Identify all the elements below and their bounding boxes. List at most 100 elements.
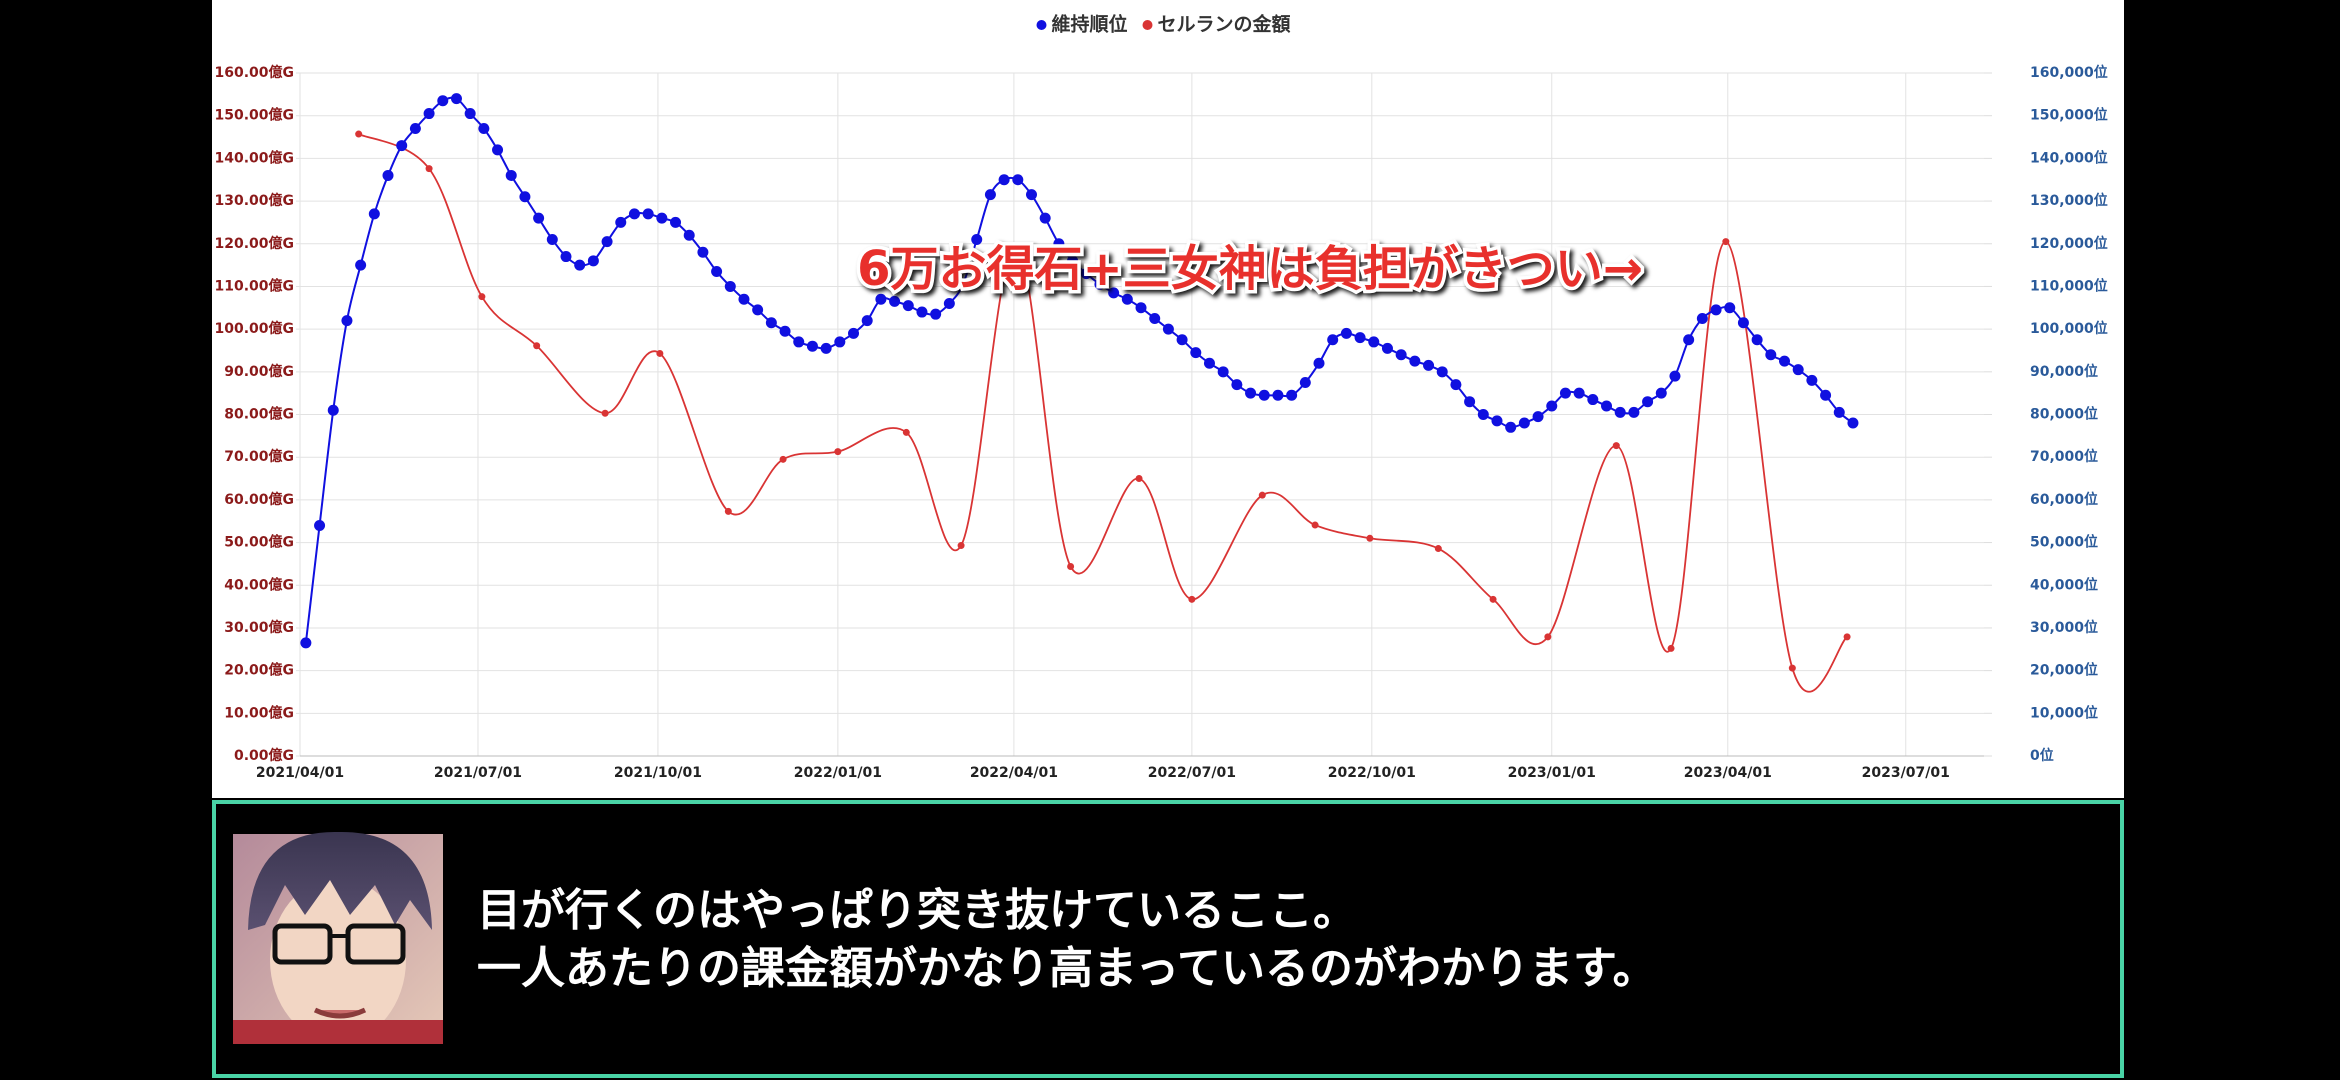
point (1080, 268, 1092, 280)
point (1190, 347, 1202, 359)
point (1258, 389, 1270, 401)
point (1067, 562, 1075, 570)
point (1245, 387, 1257, 399)
point (437, 95, 449, 107)
y-tick-label: 150.00億G (214, 107, 294, 124)
y2-tick-label: 100,000位 (2030, 320, 2108, 337)
point (1710, 304, 1722, 316)
y-tick-label: 80.00億G (224, 406, 294, 423)
point (711, 265, 723, 277)
point (1067, 255, 1079, 267)
y2-tick-label: 70,000位 (2030, 448, 2098, 465)
point (1724, 302, 1736, 314)
y-tick-label: 140.00億G (214, 149, 294, 166)
point (820, 342, 832, 354)
point (300, 637, 312, 649)
x-tick-label: 2022/04/01 (970, 765, 1058, 781)
point (1765, 349, 1777, 361)
point (533, 342, 541, 350)
point (587, 255, 599, 267)
point (1655, 387, 1667, 399)
y-tick-label: 90.00億G (224, 363, 294, 380)
chart-panel (212, 0, 2124, 798)
point (382, 169, 394, 181)
point (1121, 293, 1133, 305)
point (1737, 317, 1749, 329)
y-tick-label: 70.00億G (224, 448, 294, 465)
point (1025, 189, 1037, 201)
point (1667, 644, 1675, 652)
y2-tick-label: 20,000位 (2030, 662, 2098, 679)
point (916, 306, 928, 318)
y2-tick-label: 130,000位 (2030, 192, 2108, 209)
portrait-collar (233, 1020, 443, 1044)
point (683, 229, 695, 241)
point (478, 293, 486, 301)
annotation: 6万お得石+三女神は負担がきつい→ (857, 241, 1643, 297)
y-tick-label: 50.00億G (224, 534, 294, 551)
point (1843, 633, 1851, 641)
legend-label: 維持順位 (1052, 13, 1128, 36)
point (519, 191, 531, 203)
point (656, 349, 664, 357)
point (1188, 595, 1196, 603)
point (943, 298, 955, 310)
x-tick-label: 2023/07/01 (1862, 765, 1950, 781)
y2-tick-label: 80,000位 (2030, 406, 2098, 423)
character-portrait (233, 831, 443, 1044)
point (425, 165, 433, 173)
point (1162, 323, 1174, 335)
point (1779, 355, 1791, 367)
point (1434, 545, 1442, 553)
chart: 0.00億G 10.00億G 20.00億G 30.00億G 40.00億G 50.00億… (214, 13, 2107, 782)
y-tick-label: 40.00億G (224, 576, 294, 593)
y2-tick-label: 160,000位 (2030, 64, 2108, 81)
point (492, 144, 504, 156)
point (1327, 334, 1339, 346)
point (368, 208, 380, 220)
y2-tick-label: 120,000位 (2030, 235, 2108, 252)
point (1149, 312, 1161, 324)
point (1491, 415, 1503, 427)
y2-tick-label: 140,000位 (2030, 149, 2108, 166)
point (1669, 370, 1681, 382)
point (697, 246, 709, 258)
point (314, 519, 326, 531)
y2-tick-label: 40,000位 (2030, 576, 2098, 593)
x-tick-label: 2023/04/01 (1684, 765, 1772, 781)
point (1381, 342, 1393, 354)
caption-line: 一人あたりの課金額がかなり高まっているのがわかります。 (477, 943, 1657, 994)
x-tick-label: 2021/10/01 (614, 765, 702, 781)
point (806, 340, 818, 352)
point (1820, 389, 1832, 401)
point (423, 108, 435, 120)
x-tick-label: 2022/10/01 (1328, 765, 1416, 781)
point (834, 448, 842, 456)
point (1108, 287, 1120, 299)
point (1587, 394, 1599, 406)
point (327, 404, 339, 416)
y-tick-label: 110.00億G (214, 277, 294, 294)
y2-tick-label: 0位 (2030, 747, 2054, 764)
point (642, 208, 654, 220)
y2-tick-label: 90,000位 (2030, 363, 2098, 380)
point (1477, 409, 1489, 420)
point (628, 208, 640, 220)
y-tick-label: 60.00億G (224, 491, 294, 508)
y-tick-label: 130.00億G (214, 192, 294, 209)
point (1628, 406, 1640, 418)
point (1012, 242, 1020, 250)
point (1601, 400, 1613, 412)
point (656, 212, 668, 224)
point (1612, 442, 1620, 450)
point (574, 259, 586, 271)
point (1340, 327, 1352, 339)
point (1696, 312, 1708, 324)
point (875, 293, 887, 305)
legend-label: セルランの金額 (1158, 13, 1291, 36)
point (1311, 521, 1319, 529)
point (752, 304, 764, 316)
point (1806, 374, 1818, 386)
point (341, 315, 353, 327)
point (1313, 357, 1325, 369)
